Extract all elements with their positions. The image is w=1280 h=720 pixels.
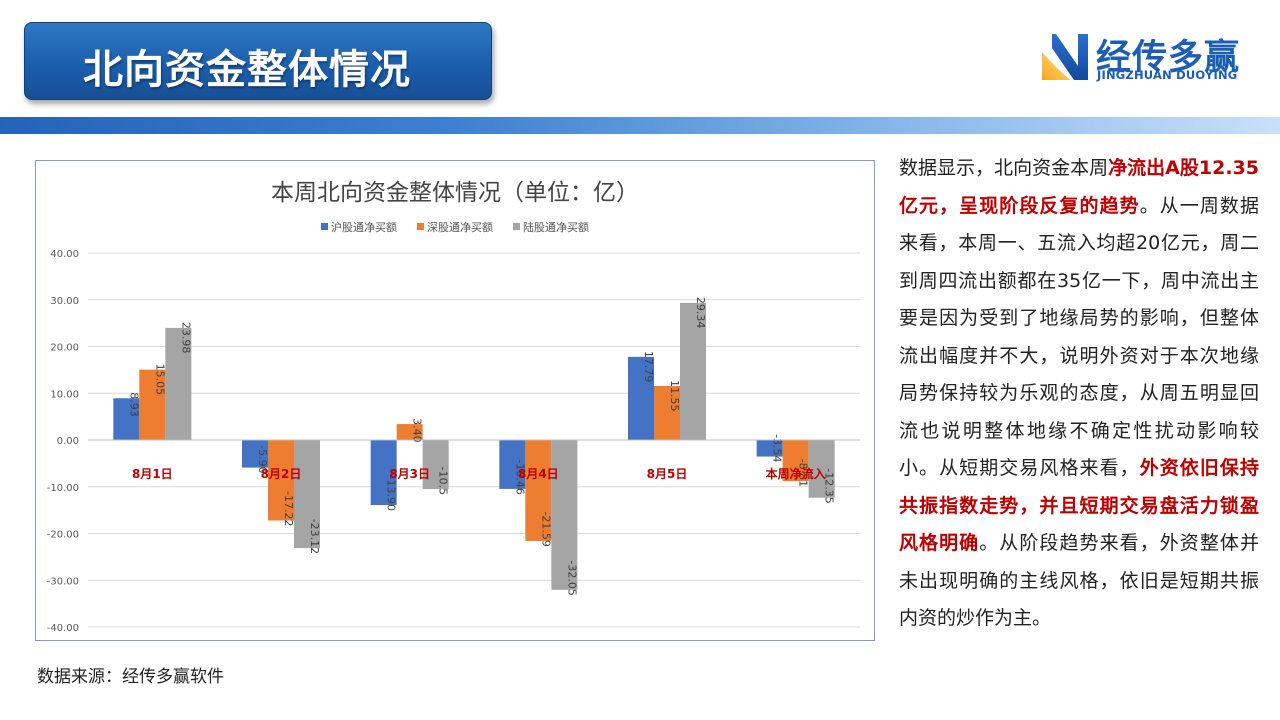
- bar: [628, 356, 654, 440]
- data-label: -3.54: [771, 434, 784, 462]
- category-label: 8月3日: [389, 467, 430, 481]
- legend-label: 深股通净买额: [427, 220, 493, 234]
- bar: [165, 327, 192, 440]
- bar: [268, 440, 294, 521]
- data-label: -10.46: [513, 459, 526, 494]
- analysis-highlight: 外资依旧保持共振指数走势，并且短期交易盘活力锁盈风格明确: [899, 457, 1259, 554]
- y-tick-label: 40.00: [50, 249, 79, 260]
- legend-swatch: [513, 223, 520, 230]
- legend-label: 沪股通净买额: [331, 220, 397, 234]
- data-label: 8.93: [127, 392, 140, 417]
- bar: [242, 440, 268, 468]
- title-banner: 北向资金整体情况: [24, 22, 492, 100]
- data-label: 29.34: [694, 297, 707, 329]
- y-tick-label: -20.00: [47, 530, 79, 541]
- category-label: 8月4日: [518, 467, 559, 481]
- logo-name-cn: 经传多赢: [1096, 38, 1241, 78]
- bar: [139, 369, 166, 440]
- bar: [525, 440, 552, 541]
- bar: [654, 386, 680, 440]
- y-tick-label: 0.00: [57, 436, 79, 447]
- data-label: -32.05: [565, 560, 578, 595]
- page-title: 北向资金整体情况: [83, 47, 411, 93]
- y-tick-label: 10.00: [50, 389, 79, 400]
- bar-chart: 本周北向资金整体情况（单位：亿） 沪股通净买额 深股通净买额 陆股通净买额 40.00 3…: [47, 180, 860, 634]
- analysis-text: 。从阶段趋势来看，外资整体并未出现明确的主线风格，依旧是短期共振内资的炒作为主。: [899, 532, 1259, 629]
- bar: [294, 440, 320, 549]
- y-tick-label: 30.00: [50, 296, 79, 307]
- category-label: 本周净流入: [766, 466, 826, 481]
- data-label: 3.40: [411, 418, 424, 443]
- analysis-text: 数据显示，北向资金本周: [899, 157, 1109, 179]
- data-label: -23.12: [308, 519, 321, 554]
- jingzhuan-logo-icon: [1042, 34, 1088, 80]
- legend-swatch: [417, 223, 424, 230]
- bar: [370, 440, 397, 505]
- header-divider-band: [0, 117, 1280, 134]
- data-label: 11.55: [668, 380, 681, 412]
- bar: [756, 440, 783, 457]
- bar: [782, 440, 809, 482]
- legend-label: 陆股通净买额: [523, 220, 589, 234]
- bar: [422, 440, 449, 490]
- y-tick-label: 20.00: [50, 343, 79, 354]
- bar: [551, 440, 578, 590]
- data-label: 15.05: [153, 364, 166, 396]
- category-label: 8月1日: [132, 467, 173, 481]
- data-label: -17.22: [282, 491, 295, 526]
- brand-logo: 经传多赢 JINGZHUAN DUOYING: [1040, 32, 1260, 84]
- chart-panel: 本周北向资金整体情况（单位：亿） 沪股通净买额 深股通净买额 陆股通净买额 40.00 3…: [35, 160, 875, 641]
- legend-swatch: [321, 223, 328, 230]
- data-label: -21.59: [539, 511, 552, 546]
- analysis-text: 。从一周数据来看，本周一、五流入均超20亿元，周二到周四流出额都在35亿一下，周…: [899, 194, 1259, 480]
- data-label: -13.90: [385, 476, 398, 511]
- data-label: -8.81: [797, 459, 810, 487]
- data-label: -5.90: [256, 445, 269, 473]
- y-tick-label: -10.00: [47, 483, 79, 494]
- category-label: 8月2日: [261, 467, 302, 481]
- y-tick-label: -40.00: [47, 623, 79, 634]
- bar: [808, 440, 835, 498]
- data-label: -10.5: [437, 467, 450, 495]
- bar: [680, 302, 706, 440]
- data-label: 17.79: [642, 351, 655, 383]
- analysis-paragraph: 数据显示，北向资金本周净流出A股12.35亿元，呈现阶段反复的趋势。从一周数据来…: [899, 150, 1259, 638]
- data-label: 23.98: [179, 322, 192, 354]
- data-label: -12.35: [823, 468, 836, 503]
- chart-title: 本周北向资金整体情况（单位：亿）: [271, 180, 639, 206]
- bar: [113, 398, 140, 440]
- data-source-note: 数据来源：经传多赢软件: [37, 667, 224, 687]
- y-tick-label: -30.00: [47, 576, 79, 587]
- category-label: 8月5日: [647, 467, 688, 481]
- analysis-highlight: 净流出A股12.35亿元，呈现阶段反复的趋势: [899, 157, 1259, 217]
- logo-name-en: JINGZHUAN DUOYING: [1097, 68, 1238, 82]
- bar: [396, 424, 423, 440]
- bar: [499, 440, 526, 489]
